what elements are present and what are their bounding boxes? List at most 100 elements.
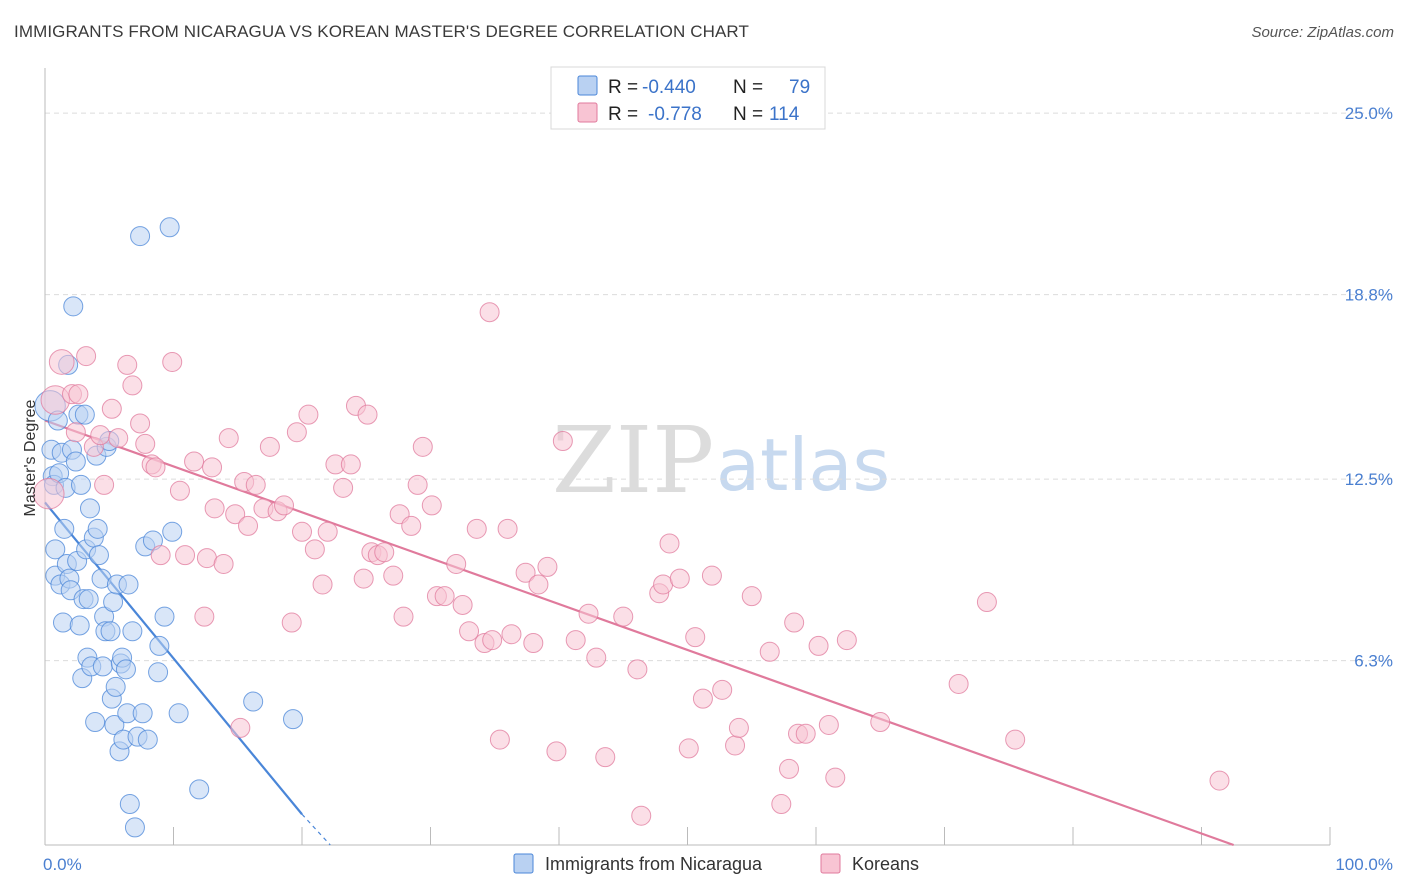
korean-point-27	[213, 553, 234, 574]
legend-n-label-1: N =	[733, 77, 763, 98]
x-tick-label-0: 0.0%	[43, 855, 82, 874]
series-koreans-points	[33, 302, 1230, 826]
nicaragua-point-56	[119, 794, 140, 815]
nicaragua-point-29	[78, 589, 99, 610]
korean-point-111	[1209, 770, 1230, 791]
nicaragua-point-71	[189, 779, 210, 800]
nicaragua-point-53	[115, 659, 136, 680]
korean-point-100	[784, 612, 805, 633]
legend-r-value-1: -0.440	[642, 77, 696, 98]
watermark-zip: ZIP	[552, 407, 714, 514]
nicaragua-point-55	[118, 574, 139, 595]
korean-point-96	[741, 586, 762, 607]
korean-point-107	[870, 712, 891, 733]
nicaragua-point-47	[105, 676, 126, 697]
nicaragua-point-45	[103, 592, 124, 613]
korean-point-72	[515, 562, 536, 583]
watermark: ZIP atlas	[552, 407, 890, 514]
nicaragua-point-5	[45, 539, 66, 560]
korean-point-22	[184, 451, 205, 472]
korean-point-9	[94, 474, 115, 495]
data-points	[33, 217, 1230, 838]
korean-point-19	[162, 351, 183, 372]
nicaragua-point-23	[70, 474, 91, 495]
nicaragua-point-46	[104, 714, 125, 735]
korean-point-103	[808, 635, 829, 656]
legend-swatch-nicaragua	[577, 75, 598, 96]
korean-point-41	[298, 404, 319, 425]
korean-point-23	[194, 606, 215, 627]
nicaragua-point-30	[79, 498, 100, 519]
korean-point-110	[1005, 729, 1026, 750]
korean-point-88	[669, 568, 690, 589]
korean-point-91	[692, 688, 713, 709]
korean-point-105	[825, 767, 846, 788]
korean-point-64	[452, 594, 473, 615]
nicaragua-point-69	[162, 521, 183, 542]
nicaragua-point-11	[54, 518, 75, 539]
korean-point-42	[304, 539, 325, 560]
correlation-legend: R = -0.440 N = 79 R = -0.778 N = 114	[550, 66, 826, 130]
korean-point-56	[393, 606, 414, 627]
korean-point-70	[497, 518, 518, 539]
nicaragua-point-60	[130, 226, 151, 247]
korean-point-86	[653, 574, 674, 595]
korean-point-0	[33, 478, 65, 510]
bottom-legend-swatch-koreans	[820, 853, 841, 874]
bottom-legend-label-nicaragua: Immigrants from Nicaragua	[545, 854, 763, 874]
x-tick-labels: 0.0% 100.0%	[43, 855, 1393, 874]
korean-point-28	[218, 428, 239, 449]
korean-point-35	[259, 436, 280, 457]
korean-point-69	[489, 729, 510, 750]
korean-point-73	[523, 633, 544, 654]
korean-point-32	[238, 515, 259, 536]
korean-point-97	[759, 641, 780, 662]
legend-n-label-2: N =	[733, 104, 763, 125]
legend-r-label-2: R =	[608, 104, 638, 125]
nicaragua-point-22	[69, 615, 90, 636]
korean-point-68	[482, 630, 503, 651]
korean-point-17	[145, 457, 166, 478]
korean-point-8	[90, 425, 111, 446]
korean-point-65	[459, 621, 480, 642]
korean-point-82	[613, 606, 634, 627]
korean-point-80	[586, 647, 607, 668]
korean-point-98	[771, 794, 792, 815]
nicaragua-point-70	[168, 703, 189, 724]
korean-point-102	[795, 723, 816, 744]
korean-point-99	[779, 758, 800, 779]
korean-point-109	[976, 592, 997, 613]
y-tick-labels: 6.3% 12.5% 18.8% 25.0%	[1345, 104, 1393, 670]
korean-point-93	[712, 679, 733, 700]
korean-point-21	[175, 545, 196, 566]
nicaragua-point-72	[243, 691, 264, 712]
korean-point-39	[286, 422, 307, 443]
nicaragua-point-68	[159, 217, 180, 238]
korean-point-79	[578, 603, 599, 624]
legend-r-label-1: R =	[608, 77, 638, 98]
watermark-atlas: atlas	[716, 423, 890, 507]
korean-point-44	[317, 521, 338, 542]
korean-point-77	[552, 431, 573, 452]
korean-point-29	[225, 504, 246, 525]
korean-point-95	[728, 717, 749, 738]
trend-line-extension-nicaragua	[301, 813, 331, 846]
korean-point-106	[836, 630, 857, 651]
korean-point-84	[631, 805, 652, 826]
korean-point-60	[421, 495, 442, 516]
chart-title: IMMIGRANTS FROM NICARAGUA VS KOREAN MAST…	[14, 22, 749, 41]
source-credit: Source: ZipAtlas.com	[1251, 24, 1394, 41]
korean-point-6	[76, 346, 97, 367]
nicaragua-point-58	[124, 817, 145, 838]
nicaragua-point-57	[122, 621, 143, 642]
nicaragua-point-19	[65, 451, 86, 472]
legend-n-value-2: 114	[769, 104, 800, 125]
korean-point-14	[130, 413, 151, 434]
korean-point-108	[948, 673, 969, 694]
nicaragua-point-66	[149, 635, 170, 656]
nicaragua-point-67	[154, 606, 175, 627]
korean-point-15	[135, 433, 156, 454]
y-tick-label-2: 18.8%	[1345, 286, 1393, 305]
legend-n-value-1: 79	[789, 77, 810, 98]
